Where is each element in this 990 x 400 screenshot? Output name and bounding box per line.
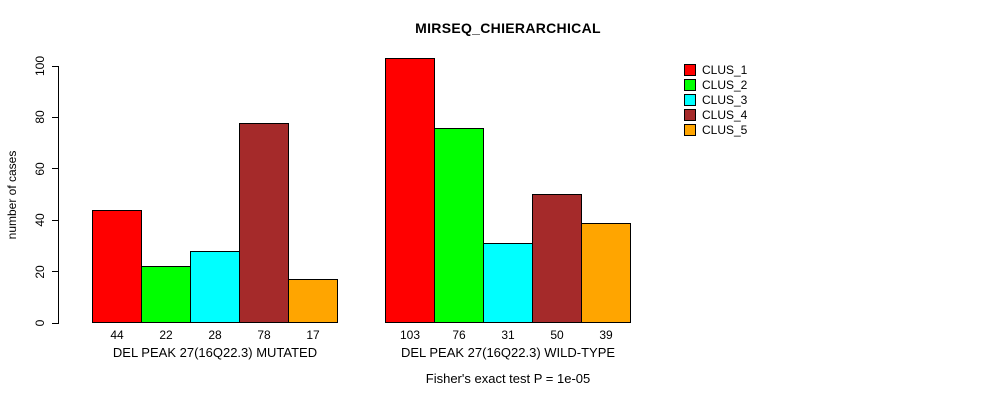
legend-swatch-icon: [684, 93, 696, 106]
bar-clus_2: [434, 128, 484, 323]
legend-swatch-icon: [684, 123, 696, 136]
bar-clus_3: [190, 251, 240, 323]
value-labels-wildtype: 103 76 31 50 39: [385, 328, 631, 342]
bar-value-label: 39: [599, 328, 613, 342]
legend-label: CLUS_3: [702, 92, 748, 107]
y-tick: [52, 116, 58, 118]
bar-clus_3: [483, 243, 533, 323]
y-tick-label: 60: [33, 162, 47, 176]
y-tick-label: 20: [33, 264, 47, 279]
y-tick: [52, 168, 58, 170]
y-tick-label: 80: [33, 110, 47, 125]
y-tick: [52, 322, 58, 324]
chart-title: MIRSEQ_CHIERARCHICAL: [415, 20, 601, 36]
bar-clus_4: [239, 123, 289, 323]
bar-clus_5: [288, 279, 338, 323]
legend-item-clus_3: CLUS_3: [684, 92, 747, 107]
legend-item-clus_1: CLUS_1: [684, 62, 747, 77]
y-axis-title: number of cases: [5, 150, 19, 240]
legend-swatch-icon: [684, 108, 696, 121]
legend-swatch-icon: [684, 78, 696, 91]
legend-item-clus_2: CLUS_2: [684, 77, 747, 92]
group-label-mutated: DEL PEAK 27(16Q22.3) MUTATED: [112, 345, 318, 360]
legend-swatch-icon: [684, 63, 696, 76]
bar-value-label: 50: [550, 328, 564, 342]
bar-clus_5: [581, 223, 631, 323]
bar-value-label: 31: [501, 328, 515, 342]
y-axis-line: [58, 66, 59, 324]
legend-label: CLUS_4: [702, 107, 748, 122]
y-tick-label: 40: [33, 213, 47, 227]
bar-value-label: 28: [208, 328, 222, 342]
bar-clus_2: [141, 266, 191, 323]
bar-clus_1: [92, 210, 142, 323]
bar-clus_1: [385, 58, 435, 323]
legend-label: CLUS_5: [702, 122, 748, 137]
bar-value-label: 17: [306, 328, 320, 342]
bar-clus_4: [532, 194, 582, 323]
group-label-wildtype: DEL PEAK 27(16Q22.3) WILD-TYPE: [400, 345, 616, 360]
fisher-test-annotation: Fisher's exact test P = 1e-05: [425, 371, 591, 386]
value-labels-mutated: 44 22 28 78 17: [92, 328, 338, 342]
legend: CLUS_1 CLUS_2 CLUS_3 CLUS_4 CLUS_5: [684, 62, 747, 137]
legend-label: CLUS_1: [702, 62, 748, 77]
y-tick: [52, 219, 58, 221]
bar-value-label: 103: [399, 328, 421, 342]
y-tick-label: 0: [33, 319, 47, 327]
legend-item-clus_5: CLUS_5: [684, 122, 747, 137]
legend-item-clus_4: CLUS_4: [684, 107, 747, 122]
legend-label: CLUS_2: [702, 77, 748, 92]
y-tick: [52, 65, 58, 67]
y-tick: [52, 271, 58, 273]
bar-group-wildtype: [385, 58, 631, 323]
bar-group-mutated: [92, 66, 338, 323]
bar-value-label: 78: [257, 328, 271, 342]
bar-value-label: 22: [159, 328, 173, 342]
y-tick-label: 100: [33, 55, 47, 77]
bar-value-label: 44: [110, 328, 124, 342]
bar-value-label: 76: [452, 328, 466, 342]
